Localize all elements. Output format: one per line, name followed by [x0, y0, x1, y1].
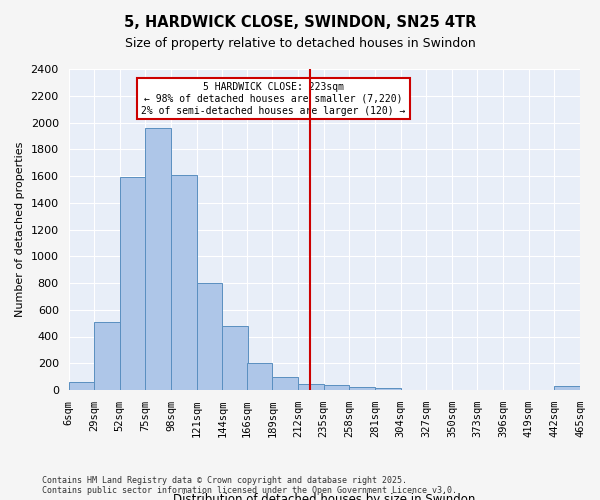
Y-axis label: Number of detached properties: Number of detached properties [15, 142, 25, 317]
Bar [223, 326, 248, 390]
Bar [554, 386, 580, 390]
Bar [349, 386, 375, 390]
Text: Size of property relative to detached houses in Swindon: Size of property relative to detached ho… [125, 38, 475, 51]
Bar [324, 386, 349, 390]
Bar [197, 283, 223, 390]
Bar [120, 178, 145, 390]
Text: 5, HARDWICK CLOSE, SWINDON, SN25 4TR: 5, HARDWICK CLOSE, SWINDON, SN25 4TR [124, 15, 476, 30]
Text: Contains HM Land Registry data © Crown copyright and database right 2025.
Contai: Contains HM Land Registry data © Crown c… [42, 476, 457, 495]
Bar [171, 174, 197, 390]
Bar [298, 384, 324, 390]
Bar [94, 322, 120, 390]
Bar [272, 376, 298, 390]
Bar [247, 363, 272, 390]
Bar [68, 382, 94, 390]
Bar [145, 128, 171, 390]
Bar [375, 388, 401, 390]
Text: 5 HARDWICK CLOSE: 223sqm
← 98% of detached houses are smaller (7,220)
2% of semi: 5 HARDWICK CLOSE: 223sqm ← 98% of detach… [142, 82, 406, 116]
X-axis label: Distribution of detached houses by size in Swindon: Distribution of detached houses by size … [173, 493, 475, 500]
